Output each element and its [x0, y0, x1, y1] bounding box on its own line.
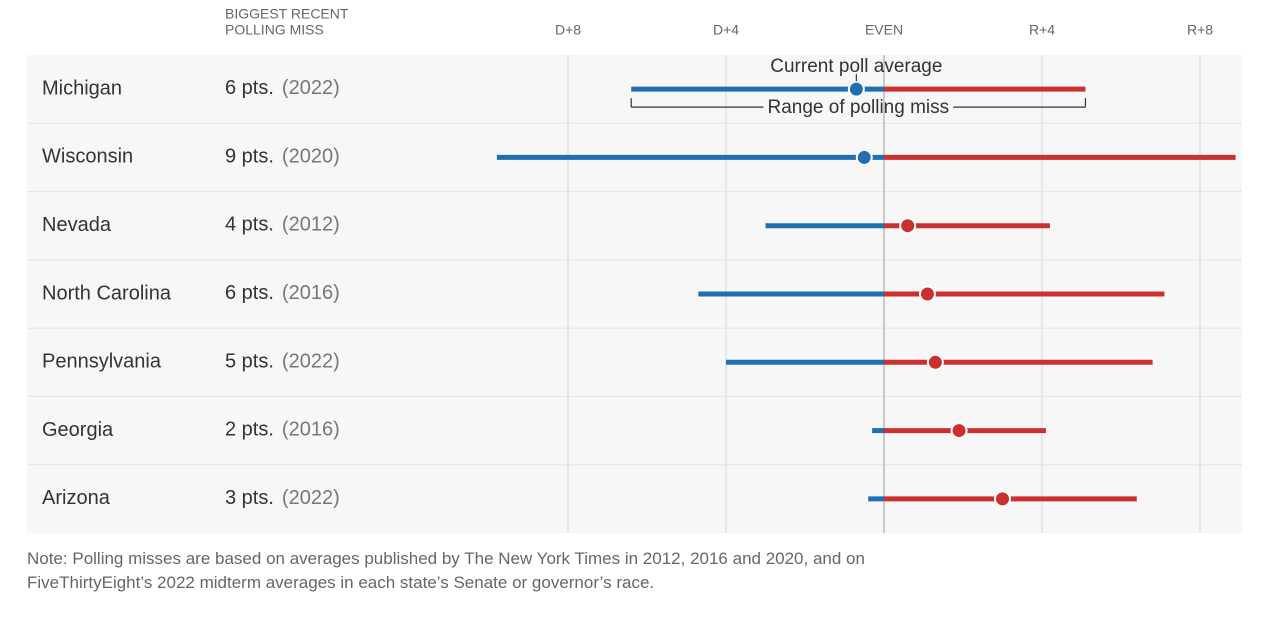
miss-points: 5 pts. — [225, 351, 274, 373]
row-background — [27, 191, 1242, 260]
miss-points: 6 pts. — [225, 282, 274, 304]
row-background — [27, 396, 1242, 465]
miss-year: (2012) — [282, 214, 340, 236]
state-label: North Carolina — [42, 282, 172, 304]
miss-year: (2020) — [282, 146, 340, 168]
miss-year: (2022) — [282, 487, 340, 509]
miss-label: 6 pts. (2016) — [225, 282, 340, 304]
state-label: Nevada — [42, 214, 112, 236]
state-label: Pennsylvania — [42, 351, 162, 373]
annotation: Range of polling miss — [767, 97, 949, 118]
note: Note: Polling misses are based on averag… — [27, 547, 1027, 595]
chart: BIGGEST RECENT POLLING MISS D+8 D+4 EVEN R+… — [27, 6, 1242, 533]
state-label: Arizona — [42, 487, 111, 509]
miss-points: 4 pts. — [225, 214, 274, 236]
poll-average-dot — [950, 422, 968, 440]
miss-points: 2 pts. — [225, 419, 274, 441]
poll-average-dot — [899, 217, 917, 235]
poll-average-dot — [926, 353, 944, 371]
column-header: POLLING MISS — [225, 22, 324, 38]
miss-year: (2022) — [282, 77, 340, 99]
miss-label: 6 pts. (2022) — [225, 77, 340, 99]
miss-label: 9 pts. (2020) — [225, 146, 340, 168]
poll-average-dot — [918, 285, 936, 303]
poll-average-dot — [994, 490, 1011, 508]
x-tick-label: EVEN — [865, 22, 903, 38]
miss-points: 9 pts. — [225, 146, 274, 168]
poll-average-dot — [847, 80, 865, 98]
miss-label: 3 pts. (2022) — [225, 487, 340, 509]
miss-year: (2016) — [282, 419, 340, 441]
miss-points: 3 pts. — [225, 487, 274, 509]
poll-average-dot — [855, 148, 873, 166]
note-line: Note: Polling misses are based on averag… — [27, 549, 865, 568]
miss-label: 5 pts. (2022) — [225, 351, 340, 373]
state-label: Georgia — [42, 419, 114, 441]
page: {"chart_data": {"type": "dot-range", "co… — [27, 5, 1242, 592]
x-tick-label: D+8 — [555, 22, 581, 38]
x-tick-label: R+8 — [1187, 22, 1213, 38]
state-label: Michigan — [42, 77, 122, 99]
miss-label: 2 pts. (2016) — [225, 419, 340, 441]
miss-year: (2016) — [282, 282, 340, 304]
miss-year: (2022) — [282, 351, 340, 373]
miss-points: 6 pts. — [225, 77, 274, 99]
note-line: FiveThirtyEight’s 2022 midterm averages … — [27, 573, 655, 592]
miss-label: 4 pts. (2012) — [225, 214, 340, 236]
x-tick-label: D+4 — [713, 22, 739, 38]
state-label: Wisconsin — [42, 146, 133, 168]
column-header: BIGGEST RECENT — [225, 6, 349, 22]
annotation: Current poll average — [770, 56, 942, 77]
x-tick-label: R+4 — [1029, 22, 1055, 38]
